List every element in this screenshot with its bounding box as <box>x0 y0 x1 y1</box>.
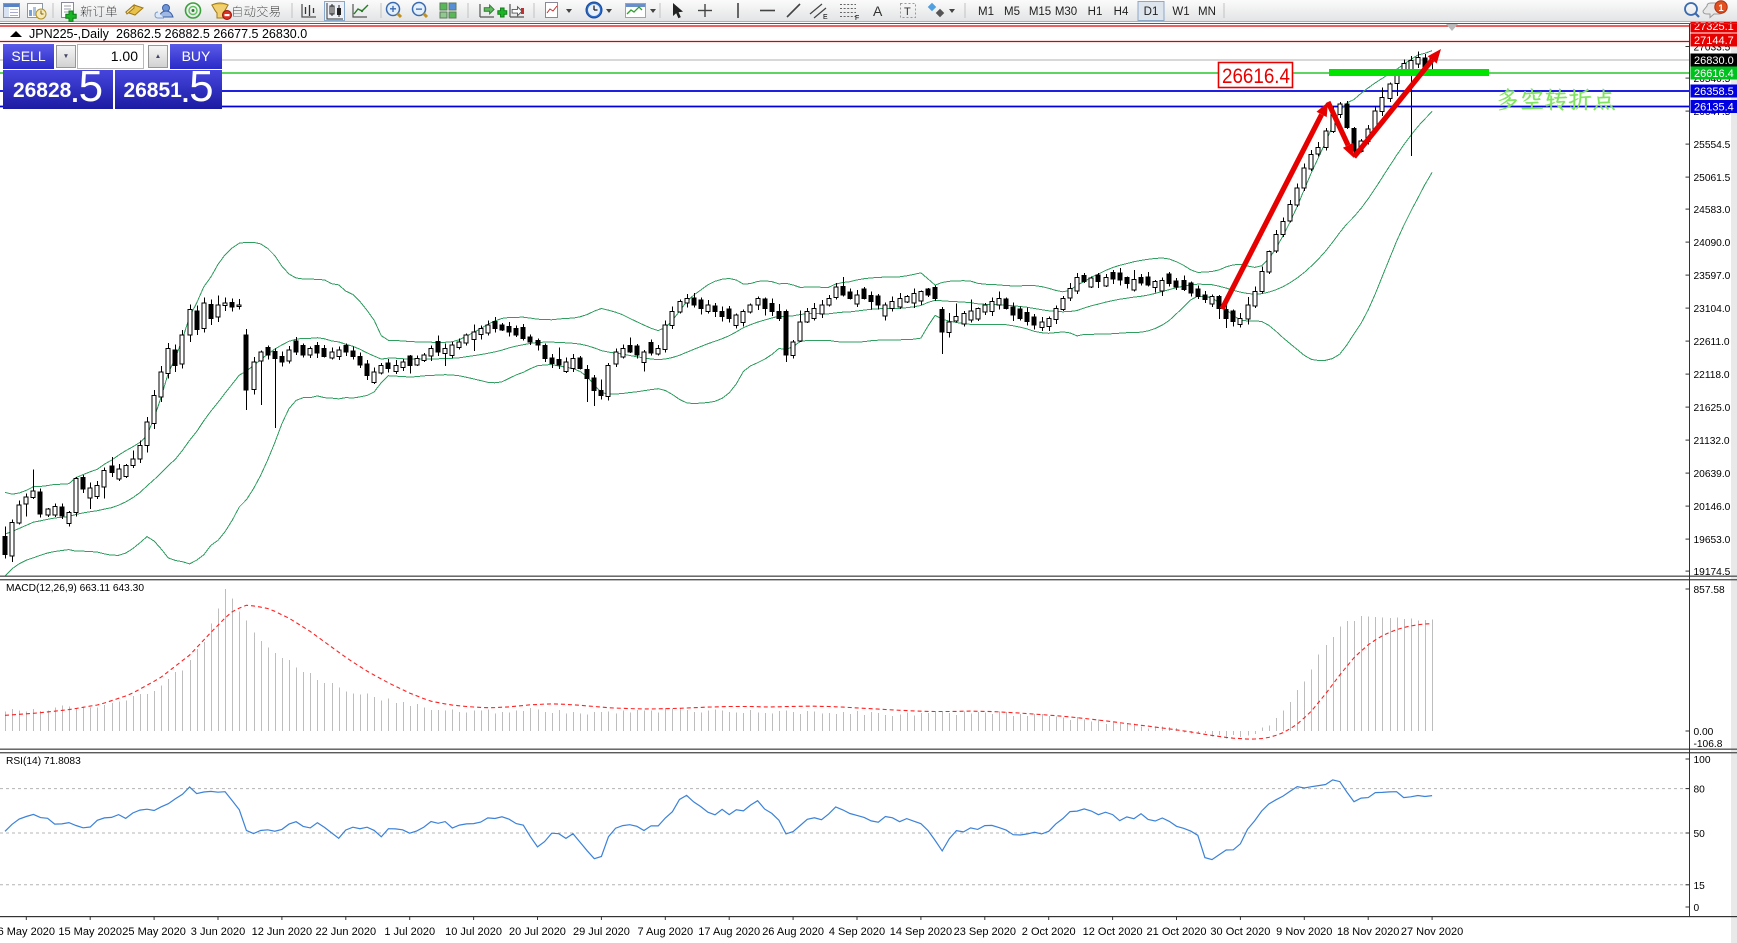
svg-text:25061.5: 25061.5 <box>1694 173 1731 184</box>
svg-text:-106.8: -106.8 <box>1694 739 1723 750</box>
svg-text:3 Jun 2020: 3 Jun 2020 <box>191 926 245 938</box>
svg-text:D1: D1 <box>1144 6 1159 18</box>
svg-text:19653.0: 19653.0 <box>1694 535 1731 546</box>
svg-text:15: 15 <box>1694 881 1706 892</box>
svg-text:T: T <box>904 6 911 18</box>
svg-text:H4: H4 <box>1114 6 1129 18</box>
svg-text:M15: M15 <box>1029 6 1051 18</box>
svg-text:100: 100 <box>1694 755 1711 766</box>
svg-text:4 Sep 2020: 4 Sep 2020 <box>829 926 885 938</box>
svg-text:26540.5: 26540.5 <box>1694 74 1731 85</box>
svg-text:6 May 2020: 6 May 2020 <box>0 926 55 938</box>
svg-text:23 Sep 2020: 23 Sep 2020 <box>954 926 1016 938</box>
svg-text:22 Jun 2020: 22 Jun 2020 <box>316 926 377 938</box>
svg-text:H1: H1 <box>1088 6 1103 18</box>
svg-text:22118.0: 22118.0 <box>1694 370 1730 381</box>
svg-text:26616.4: 26616.4 <box>1222 64 1290 88</box>
svg-text:50: 50 <box>1694 829 1706 840</box>
svg-text:1: 1 <box>1718 3 1724 14</box>
svg-text:20146.0: 20146.0 <box>1694 502 1731 513</box>
svg-text:7 Aug 2020: 7 Aug 2020 <box>637 926 693 938</box>
svg-text:27 Nov 2020: 27 Nov 2020 <box>1401 926 1463 938</box>
svg-text:21625.0: 21625.0 <box>1694 403 1731 414</box>
svg-text:A: A <box>873 3 883 19</box>
svg-text:23104.0: 23104.0 <box>1694 304 1731 315</box>
svg-text:+: + <box>389 2 396 16</box>
svg-text:27325.1: 27325.1 <box>1694 21 1734 33</box>
svg-text:0: 0 <box>1694 903 1700 914</box>
svg-text:21132.0: 21132.0 <box>1694 436 1730 447</box>
svg-text:26135.4: 26135.4 <box>1694 102 1734 114</box>
svg-text:RSI(14) 71.8083: RSI(14) 71.8083 <box>6 756 81 767</box>
svg-text:10 Jul 2020: 10 Jul 2020 <box>445 926 502 938</box>
svg-text:M30: M30 <box>1055 6 1077 18</box>
svg-text:19174.5: 19174.5 <box>1694 567 1731 578</box>
svg-text:1 Jul 2020: 1 Jul 2020 <box>384 926 435 938</box>
svg-text:12 Jun 2020: 12 Jun 2020 <box>252 926 313 938</box>
svg-text:25 May 2020: 25 May 2020 <box>122 926 186 938</box>
svg-text:−: − <box>415 2 422 16</box>
svg-text:JPN225-,Daily: JPN225-,Daily <box>29 27 110 41</box>
svg-text:26358.5: 26358.5 <box>1694 86 1734 98</box>
svg-text:30 Oct 2020: 30 Oct 2020 <box>1210 926 1270 938</box>
svg-text:14 Sep 2020: 14 Sep 2020 <box>890 926 952 938</box>
svg-text:9 Nov 2020: 9 Nov 2020 <box>1276 926 1332 938</box>
svg-text:27033.5: 27033.5 <box>1694 43 1731 54</box>
svg-text:M1: M1 <box>978 6 994 18</box>
svg-text:857.58: 857.58 <box>1694 585 1725 596</box>
svg-text:22611.0: 22611.0 <box>1694 337 1730 348</box>
svg-text:24583.0: 24583.0 <box>1694 205 1731 216</box>
svg-text:E: E <box>823 14 828 21</box>
svg-text:F: F <box>855 15 859 22</box>
svg-text:M5: M5 <box>1004 6 1020 18</box>
svg-text:29 Jul 2020: 29 Jul 2020 <box>573 926 630 938</box>
svg-text:W1: W1 <box>1172 6 1189 18</box>
svg-text:27144.7: 27144.7 <box>1694 35 1734 47</box>
svg-text:20 Jul 2020: 20 Jul 2020 <box>509 926 566 938</box>
svg-text:23597.0: 23597.0 <box>1694 271 1731 282</box>
svg-text:21 Oct 2020: 21 Oct 2020 <box>1147 926 1207 938</box>
svg-text:15 May 2020: 15 May 2020 <box>58 926 122 938</box>
svg-text:26616.4: 26616.4 <box>1694 68 1734 80</box>
svg-text:26 Aug 2020: 26 Aug 2020 <box>762 926 824 938</box>
svg-text:26862.5 26882.5 26677.5 26830.: 26862.5 26882.5 26677.5 26830.0 <box>116 27 307 41</box>
svg-text:0.00: 0.00 <box>1694 727 1714 738</box>
svg-text:20639.0: 20639.0 <box>1694 469 1731 480</box>
svg-text:26830.0: 26830.0 <box>1694 55 1734 67</box>
svg-text:MN: MN <box>1198 6 1216 18</box>
svg-text:17 Aug 2020: 17 Aug 2020 <box>698 926 760 938</box>
svg-text:24090.0: 24090.0 <box>1694 238 1731 249</box>
svg-text:MACD(12,26,9) 663.11 643.30: MACD(12,26,9) 663.11 643.30 <box>6 583 144 594</box>
svg-text:18 Nov 2020: 18 Nov 2020 <box>1337 926 1399 938</box>
svg-text:2 Oct 2020: 2 Oct 2020 <box>1022 926 1076 938</box>
svg-text:80: 80 <box>1694 785 1706 796</box>
svg-text:12 Oct 2020: 12 Oct 2020 <box>1083 926 1143 938</box>
svg-text:25554.5: 25554.5 <box>1694 140 1731 151</box>
